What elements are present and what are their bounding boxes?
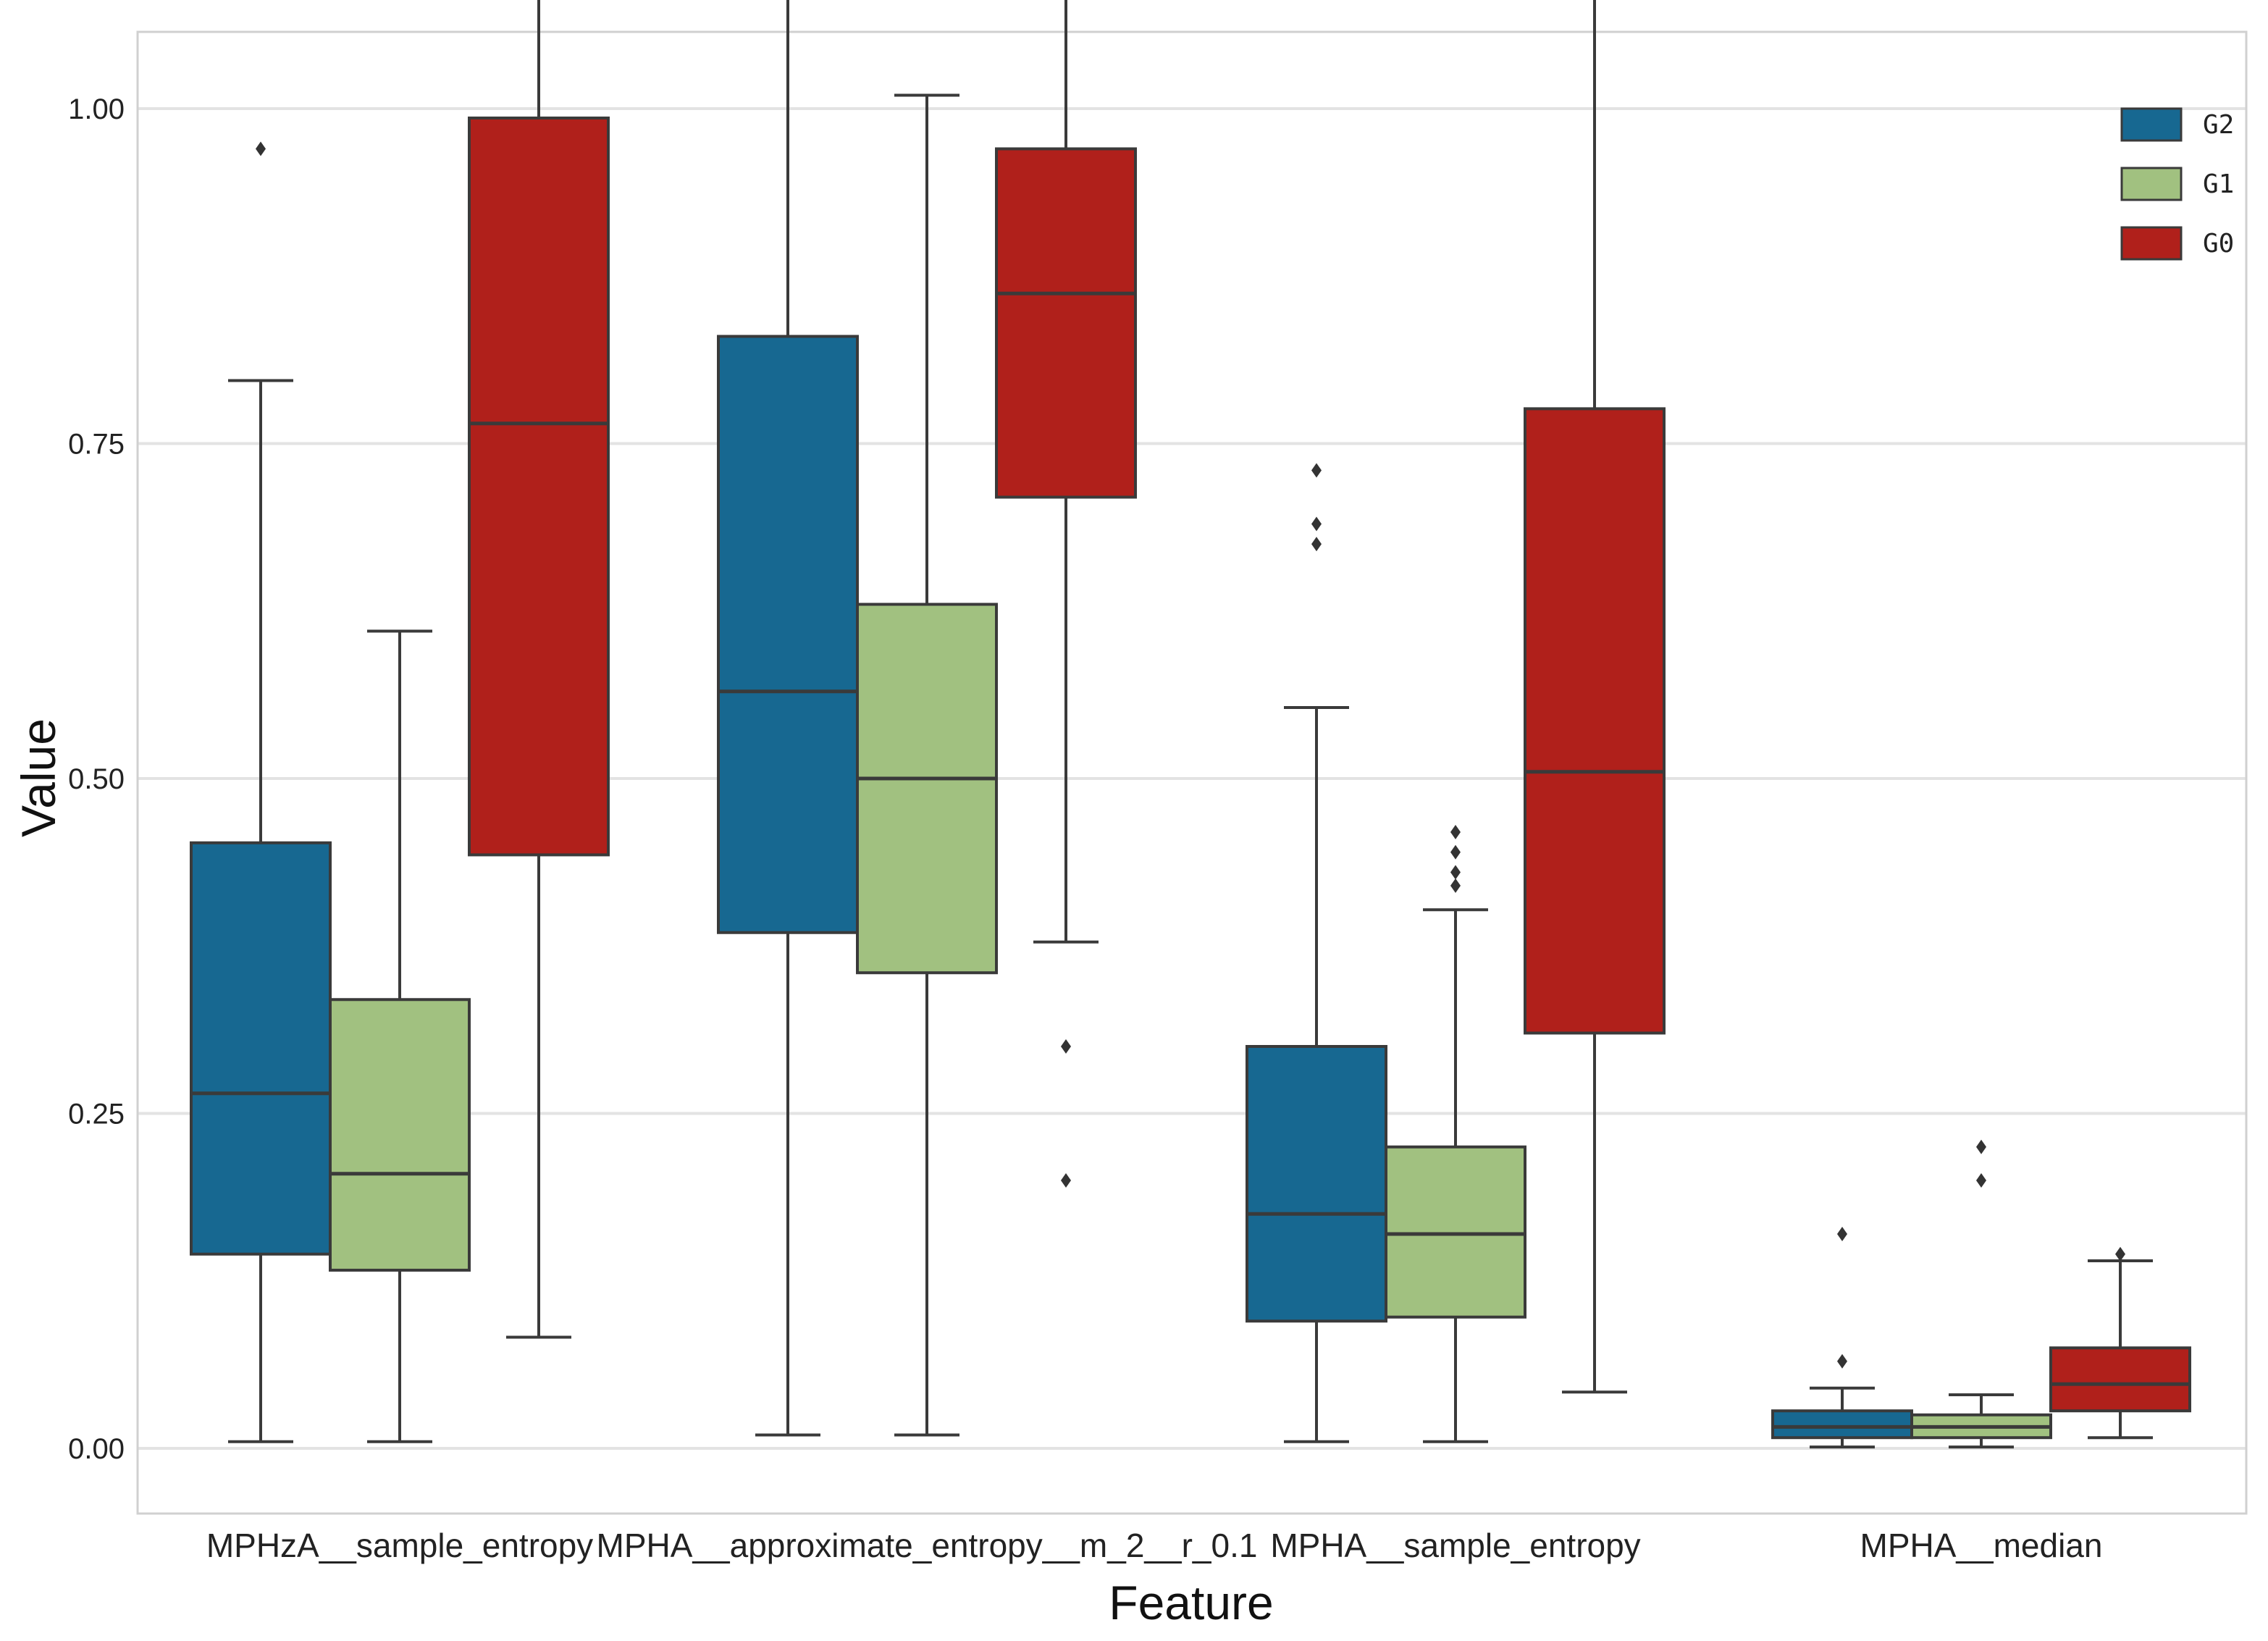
legend-item-G2: G2 (2120, 107, 2234, 142)
x-category-label-1: MPHA__approximate_entropy__m_2__r_0.1 (597, 1527, 1258, 1564)
outlier-point-0 (1837, 1353, 1847, 1369)
outlier-point-1 (1061, 1039, 1071, 1054)
legend-label-G0: G0 (2203, 229, 2234, 259)
y-tick-label-4: 1.00 (68, 93, 125, 125)
box-body (2049, 1346, 2191, 1413)
box-body (856, 603, 998, 975)
legend-swatch-G2 (2120, 107, 2183, 142)
box-G0-3 (2049, 1246, 2191, 1440)
outlier-point-3 (1450, 825, 1461, 839)
outlier-point-0 (1976, 1173, 1986, 1188)
box-body (329, 998, 471, 1272)
legend: G2 G1 G0 (2120, 107, 2234, 261)
box-G2-0 (190, 141, 332, 1443)
box-G2-1 (717, 0, 859, 1437)
outlier-point-0 (1061, 1173, 1071, 1188)
x-axis-title: Feature (1109, 1576, 1273, 1629)
box-body (1385, 1145, 1526, 1319)
outlier-point-0 (2115, 1246, 2125, 1262)
box-body (1246, 1045, 1387, 1323)
box-body (717, 335, 859, 934)
y-tick-label-3: 0.75 (68, 429, 125, 461)
legend-label-G1: G1 (2203, 169, 2234, 199)
box-body (1524, 407, 1666, 1035)
outlier-point-1 (1311, 516, 1322, 532)
box-body (190, 841, 332, 1256)
box-G1-1 (856, 93, 998, 1437)
plot-area-frame (136, 30, 2248, 1515)
box-G0-0 (468, 0, 610, 1339)
box-G2-2 (1246, 463, 1387, 1443)
y-axis-title: Value (12, 718, 65, 837)
outlier-point-0 (256, 141, 266, 156)
outlier-point-1 (1976, 1139, 1986, 1154)
outlier-point-2 (1311, 463, 1322, 478)
x-category-label-0: MPHzA__sample_entropy (206, 1527, 593, 1564)
x-category-label-2: MPHA__sample_entropy (1270, 1527, 1640, 1564)
box-series (190, 0, 2191, 1449)
box-body (1771, 1409, 1913, 1440)
box-G1-0 (329, 629, 471, 1443)
outlier-point-0 (1450, 878, 1461, 893)
box-G2-3 (1771, 1227, 1913, 1449)
box-G0-2 (1524, 0, 1666, 1394)
legend-item-G0: G0 (2120, 226, 2234, 261)
outlier-point-2 (1450, 844, 1461, 860)
legend-swatch-G0 (2120, 226, 2183, 261)
y-tick-label-1: 0.25 (68, 1099, 125, 1130)
x-category-label-3: MPHA__median (1860, 1527, 2103, 1564)
box-body (468, 116, 610, 857)
x-axis-categories: MPHzA__sample_entropy MPHA__approximate_e… (206, 1527, 2103, 1564)
legend-swatch-G1 (2120, 167, 2183, 201)
outlier-point-0 (1311, 537, 1322, 552)
box-G1-2 (1385, 825, 1526, 1443)
y-tick-label-0: 0.00 (68, 1433, 125, 1465)
y-tick-label-2: 0.50 (68, 763, 125, 795)
outlier-point-1 (1450, 865, 1461, 880)
legend-label-G2: G2 (2203, 110, 2234, 140)
legend-item-G1: G1 (2120, 167, 2234, 201)
y-axis-ticks: 0.000.250.500.751.001.251.501.752.00 (68, 93, 125, 1465)
outlier-point-1 (1837, 1227, 1847, 1241)
box-G1-3 (1910, 1139, 2052, 1449)
box-G0-1 (995, 0, 1137, 1188)
box-body (995, 147, 1137, 499)
